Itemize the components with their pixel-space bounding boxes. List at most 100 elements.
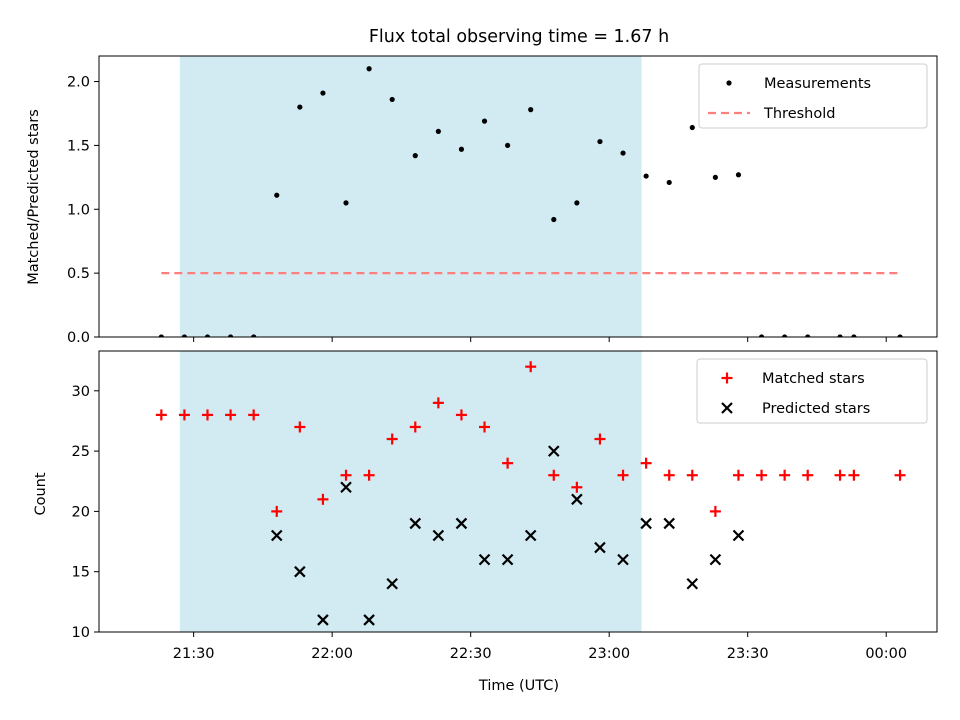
predicted-stars-point-14: [594, 541, 606, 554]
measurements-point-24: [712, 174, 718, 180]
predicted-stars-point-20: [732, 529, 745, 542]
measurements-point-28: [805, 334, 811, 337]
bottom-panel-legend: Matched stars Predicted stars: [696, 358, 928, 424]
bottom-panel-y-tick-label-2: 20: [72, 504, 90, 520]
matched-stars-point-3: [225, 409, 237, 421]
bottom-panel-series: [155, 361, 906, 626]
predicted-stars-point-6: [409, 517, 422, 530]
top-panel-y-tick-label-0: 0.0: [67, 330, 90, 346]
legend-predicted-stars-swatch: [721, 402, 733, 414]
predicted-stars-point-7: [432, 529, 445, 542]
measurements-point-0: [158, 334, 164, 337]
legend-measurements-label: Measurements: [764, 76, 871, 92]
bottom-panel-y-tick-label-3: 25: [72, 444, 90, 460]
measurements-point-23: [689, 124, 695, 131]
bottom-panel-y-label: Count: [33, 472, 49, 515]
measurements-point-14: [481, 118, 488, 124]
measurements-point-13: [458, 146, 465, 152]
measurements-point-30: [851, 334, 857, 337]
matched-stars-point-16: [525, 361, 537, 373]
predicted-stars-point-15: [617, 553, 629, 566]
predicted-stars-point-1: [294, 565, 306, 578]
matched-stars-point-20: [617, 469, 629, 481]
top-panel-legend: Measurements Threshold: [698, 63, 928, 129]
measurements-point-1: [181, 334, 188, 337]
matched-stars-point-24: [709, 505, 721, 517]
bottom-panel-y-tick-label-0: 10: [72, 625, 90, 641]
top-panel-frame: [98, 55, 938, 338]
x-tick-label-3: 23:00: [588, 646, 630, 662]
top-panel-y-tick-label-2: 1.0: [67, 202, 90, 218]
legend-matched-stars-label: Matched stars: [762, 371, 865, 387]
x-tick-label-2: 22:30: [450, 646, 492, 662]
matched-stars-point-27: [779, 469, 791, 481]
matched-stars-point-6: [294, 421, 306, 433]
measurements-point-8: [343, 200, 349, 206]
predicted-stars-point-17: [663, 517, 675, 530]
matched-stars-point-28: [802, 469, 814, 481]
top-panel-shaded-interval: [179, 56, 642, 337]
bottom-panel-frame: [98, 350, 938, 633]
predicted-stars-point-19: [709, 553, 722, 566]
matched-stars-point-22: [663, 469, 675, 481]
measurements-point-19: [597, 138, 603, 145]
measurements-point-12: [435, 128, 441, 134]
bottom-panel: 10 15 20 25 30 21:30 22:00 22:30 23:00 23:30 00:00…: [72, 350, 938, 662]
predicted-stars-point-2: [317, 614, 329, 626]
top-panel-legend-box: [698, 63, 928, 129]
measurements-point-10: [389, 96, 395, 103]
matched-stars-point-1: [178, 409, 190, 421]
predicted-stars-point-5: [386, 577, 398, 590]
x-tick-label-4: 23:30: [727, 646, 769, 662]
measurements-point-27: [782, 334, 788, 337]
matched-stars-point-0: [155, 409, 167, 421]
matched-stars-point-11: [409, 421, 421, 433]
top-panel-y-tick-label-3: 1.5: [67, 138, 90, 154]
predicted-stars-point-11: [524, 529, 537, 542]
chart-title: Flux total observing time = 1.67 h: [369, 27, 669, 47]
top-panel-series: [158, 66, 903, 337]
measurements-point-9: [366, 66, 372, 72]
measurements-point-7: [320, 90, 326, 96]
predicted-stars-point-13: [571, 493, 583, 506]
matched-stars-point-26: [756, 469, 768, 481]
x-axis-label: Time (UTC): [478, 678, 559, 694]
matched-stars-point-23: [686, 469, 698, 481]
predicted-stars-point-3: [340, 481, 352, 494]
legend-measurements-swatch: [726, 80, 732, 86]
measurements-point-26: [758, 334, 765, 337]
matched-stars-point-31: [894, 469, 906, 481]
top-panel: 0.0 0.5 1.0 1.5 2.0 Measurements Threshold: [67, 55, 938, 346]
matched-stars-point-15: [502, 457, 514, 469]
legend-threshold-label: Threshold: [763, 106, 835, 122]
x-tick-label-0: 21:30: [173, 646, 215, 662]
predicted-stars-point-12: [548, 445, 560, 457]
matched-stars-point-30: [848, 469, 860, 481]
matched-stars-point-2: [202, 409, 214, 421]
predicted-stars-point-8: [455, 517, 468, 530]
matched-stars-point-7: [317, 493, 329, 505]
legend-matched-stars-swatch: [721, 372, 733, 384]
measurements-point-2: [204, 334, 211, 337]
matched-stars-point-29: [834, 469, 846, 481]
x-tick-label-1: 22:00: [311, 646, 353, 662]
matched-stars-point-8: [340, 469, 352, 481]
bottom-panel-y-tick-label-4: 30: [72, 384, 90, 400]
measurements-point-17: [551, 216, 557, 223]
predicted-stars-point-0: [270, 529, 283, 542]
matched-stars-point-10: [386, 433, 398, 445]
top-panel-y-tick-label-1: 0.5: [67, 266, 90, 282]
measurements-point-6: [297, 104, 303, 110]
measurements-point-11: [412, 153, 418, 159]
predicted-stars-point-18: [686, 577, 699, 590]
predicted-stars-point-4: [363, 614, 375, 626]
measurements-point-3: [227, 334, 234, 337]
matched-stars-point-25: [732, 469, 744, 481]
predicted-stars-point-9: [478, 553, 491, 566]
top-panel-y-label: Matched/Predicted stars: [26, 109, 42, 285]
measurements-point-5: [274, 192, 280, 198]
bottom-panel-y-tick-label-1: 15: [72, 565, 90, 581]
measurements-point-31: [897, 334, 903, 337]
matched-stars-point-13: [455, 409, 467, 421]
measurements-point-4: [251, 334, 257, 337]
